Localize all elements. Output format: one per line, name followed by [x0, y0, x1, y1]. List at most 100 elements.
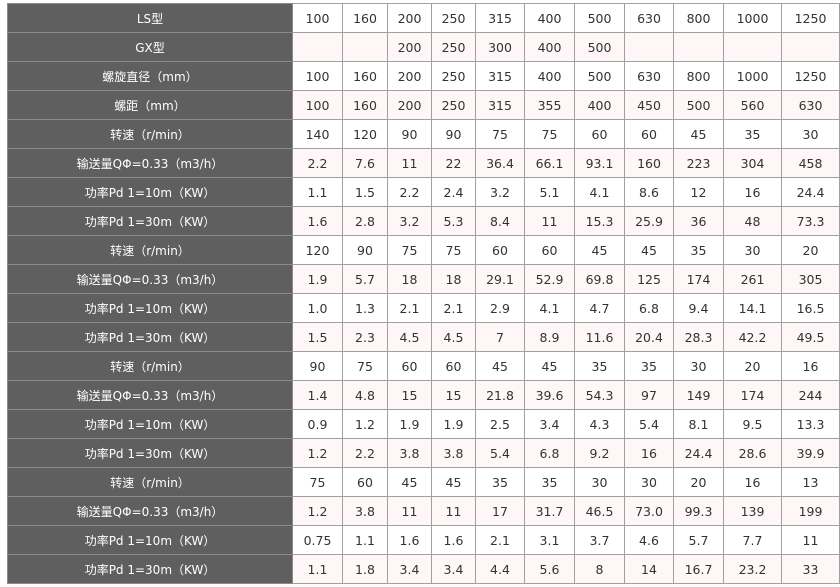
table-cell: 200	[387, 3, 432, 33]
table-cell: 0.9	[292, 409, 343, 439]
table-cell: 20	[673, 467, 724, 497]
table-cell: 4.4	[475, 554, 525, 584]
table-row: 功率Pd 1=30m（KW） 1.6 2.8 3.2 5.3 8.4 11 15.3 25.9 3…	[7, 206, 840, 236]
table-cell: 14.1	[723, 293, 782, 323]
table-cell: 16.5	[781, 293, 840, 323]
table-cell: 244	[781, 380, 840, 410]
table-cell: 20	[723, 351, 782, 381]
table-cell: 315	[475, 3, 525, 33]
table-cell: 6.8	[524, 438, 575, 468]
table-cell: 16	[723, 467, 782, 497]
row-header: 输送量QΦ=0.33（m3/h）	[7, 148, 293, 178]
table-cell: 630	[624, 3, 674, 33]
table-row: 功率Pd 1=30m（KW） 1.1 1.8 3.4 3.4 4.4 5.6 8 14 16.7 2…	[7, 554, 840, 584]
table-cell: 73.0	[624, 496, 674, 526]
table-cell: 400	[524, 61, 575, 91]
table-cell: 1250	[781, 61, 840, 91]
row-header: 转速（r/min）	[7, 351, 293, 381]
table-cell: 35	[723, 119, 782, 149]
table-cell: 75	[431, 235, 476, 265]
table-cell: 400	[574, 90, 625, 120]
table-cell: 560	[723, 90, 782, 120]
table-cell: 5.6	[524, 554, 575, 584]
table-cell: 48	[723, 206, 782, 236]
table-cell: 1.2	[292, 496, 343, 526]
table-cell: 174	[673, 264, 724, 294]
table-cell: 5.1	[524, 177, 575, 207]
table-cell: 500	[574, 3, 625, 33]
table-cell: 60	[574, 119, 625, 149]
table-cell: 69.8	[574, 264, 625, 294]
table-cell	[342, 32, 388, 62]
table-cell: 11	[781, 525, 840, 555]
table-cell: 1.6	[431, 525, 476, 555]
table-cell: 125	[624, 264, 674, 294]
table-cell	[723, 32, 782, 62]
table-cell: 75	[524, 119, 575, 149]
row-header: 转速（r/min）	[7, 119, 293, 149]
table-cell	[673, 32, 724, 62]
table-cell: 6.8	[624, 293, 674, 323]
table-cell: 8.4	[475, 206, 525, 236]
table-cell: 7.7	[723, 525, 782, 555]
table-row: 功率Pd 1=30m（KW） 1.5 2.3 4.5 4.5 7 8.9 11.6 20.4 28…	[7, 322, 840, 352]
table-cell: 140	[292, 119, 343, 149]
table-cell: 2.2	[292, 148, 343, 178]
table-row: 转速（r/min） 75 60 45 45 35 35 30 30 20 16 13	[7, 467, 840, 497]
table-cell: 46.5	[574, 496, 625, 526]
table-row: 输送量QΦ=0.33（m3/h） 2.2 7.6 11 22 36.4 66.1 93.1 16…	[7, 148, 840, 178]
table-cell: 18	[387, 264, 432, 294]
table-cell: 100	[292, 90, 343, 120]
table-row: 输送量QΦ=0.33（m3/h） 1.2 3.8 11 11 17 31.7 46.5 73.0…	[7, 496, 840, 526]
row-header: GX型	[7, 32, 293, 62]
table-cell: 30	[723, 235, 782, 265]
table-cell: 7.6	[342, 148, 388, 178]
row-header: 功率Pd 1=10m（KW）	[7, 525, 293, 555]
table-cell: 120	[292, 235, 343, 265]
table-cell: 45	[431, 467, 476, 497]
table-cell: 4.8	[342, 380, 388, 410]
row-header: 输送量QΦ=0.33（m3/h）	[7, 264, 293, 294]
row-header: 功率Pd 1=30m（KW）	[7, 554, 293, 584]
table-cell: 3.8	[431, 438, 476, 468]
table-cell: 500	[574, 32, 625, 62]
table-cell: 2.1	[431, 293, 476, 323]
table-cell: 39.9	[781, 438, 840, 468]
table-cell: 90	[387, 119, 432, 149]
table-cell: 24.4	[781, 177, 840, 207]
table-cell: 315	[475, 90, 525, 120]
table-cell: 30	[574, 467, 625, 497]
table-cell: 4.5	[431, 322, 476, 352]
table-cell: 75	[387, 235, 432, 265]
table-cell: 15.3	[574, 206, 625, 236]
table-cell: 200	[387, 90, 432, 120]
table-row: 螺旋直径（mm） 100 160 200 250 315 400 500 630 800 1000 1…	[7, 61, 840, 91]
table-cell: 11.6	[574, 322, 625, 352]
table-cell: 355	[524, 90, 575, 120]
table-cell: 30	[781, 119, 840, 149]
table-cell: 250	[431, 3, 476, 33]
table-cell: 160	[342, 90, 388, 120]
table-cell: 20	[781, 235, 840, 265]
table-cell: 9.5	[723, 409, 782, 439]
table-cell: 1000	[723, 3, 782, 33]
table-cell: 5.3	[431, 206, 476, 236]
table-cell: 1.3	[342, 293, 388, 323]
table-cell: 60	[624, 119, 674, 149]
table-cell: 13	[781, 467, 840, 497]
table-cell: 22	[431, 148, 476, 178]
table-cell: 630	[624, 61, 674, 91]
table-row: 功率Pd 1=10m（KW） 0.9 1.2 1.9 1.9 2.5 3.4 4.3 5.4 8.…	[7, 409, 840, 439]
table-cell: 75	[475, 119, 525, 149]
table-cell: 4.1	[524, 293, 575, 323]
table-cell: 35	[624, 351, 674, 381]
table-cell: 28.3	[673, 322, 724, 352]
table-cell: 35	[673, 235, 724, 265]
table-cell: 4.1	[574, 177, 625, 207]
table-cell: 250	[431, 90, 476, 120]
table-cell: 120	[342, 119, 388, 149]
table-cell: 66.1	[524, 148, 575, 178]
row-header: 输送量QΦ=0.33（m3/h）	[7, 496, 293, 526]
table-cell: 1.1	[292, 554, 343, 584]
table-cell: 2.3	[342, 322, 388, 352]
